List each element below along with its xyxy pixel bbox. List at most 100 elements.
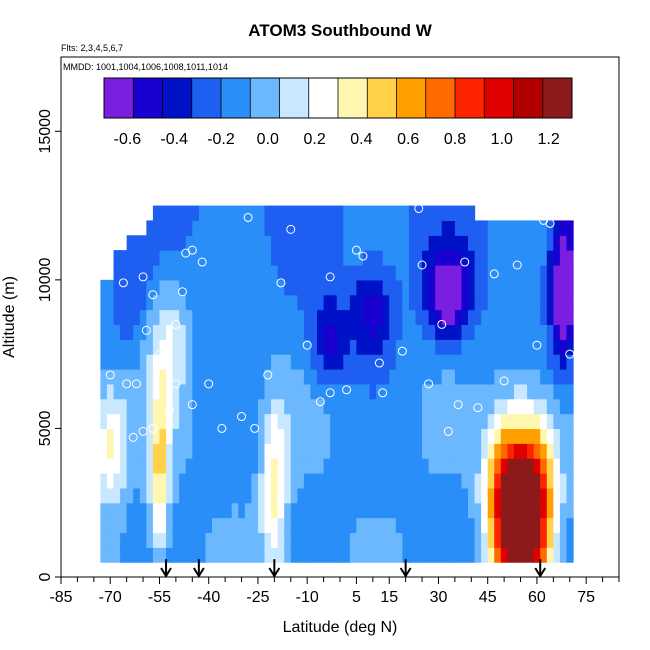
heatmap-cell: [566, 294, 574, 311]
heatmap-cell: [382, 369, 390, 385]
heatmap-cell: [257, 279, 266, 296]
heatmap-cell: [172, 458, 180, 474]
heatmap-cell: [540, 473, 548, 489]
heatmap-cell: [284, 487, 292, 504]
heatmap-cell: [271, 487, 279, 504]
heatmap-cell: [284, 354, 292, 370]
heatmap-cell: [297, 250, 305, 266]
heatmap-cell: [323, 547, 331, 563]
heatmap-cell: [303, 547, 312, 563]
heatmap-cell: [146, 279, 154, 296]
heatmap-cell: [369, 473, 377, 489]
heatmap-cell: [211, 339, 220, 355]
heatmap-cell: [415, 235, 423, 251]
heatmap-cell: [277, 235, 285, 251]
heatmap-cell: [264, 294, 272, 311]
heatmap-cell: [533, 473, 541, 489]
observation-point: [315, 397, 325, 407]
heatmap-cell: [317, 235, 325, 251]
colorbar-tick-label: 0.6: [397, 131, 419, 148]
heatmap-cell: [257, 487, 266, 504]
heatmap-cell: [231, 279, 239, 296]
heatmap-cell: [382, 220, 390, 236]
heatmap-cell: [422, 517, 430, 534]
heatmap-cell: [369, 547, 377, 563]
heatmap-cell: [100, 294, 108, 311]
heatmap-cell: [303, 294, 312, 311]
heatmap-cell: [100, 413, 108, 430]
heatmap-cell: [218, 294, 226, 311]
heatmap-cell: [356, 265, 364, 281]
heatmap-cell: [100, 532, 108, 548]
colorbar-segment: [104, 78, 134, 118]
heatmap-cell: [113, 339, 121, 355]
heatmap-cell: [113, 265, 121, 281]
heatmap-cell: [257, 235, 266, 251]
heatmap-cell: [559, 428, 568, 444]
heatmap-cell: [389, 339, 397, 355]
heatmap-cell: [448, 324, 456, 340]
heatmap-cell: [553, 458, 561, 474]
heatmap-cell: [284, 324, 292, 340]
heatmap-cell: [487, 354, 495, 370]
heatmap-cell: [330, 413, 338, 430]
colorbar-segment: [308, 78, 339, 118]
heatmap-cell: [356, 473, 364, 489]
heatmap-cell: [152, 428, 161, 444]
heatmap-cell: [461, 428, 469, 444]
heatmap-cell: [238, 309, 246, 326]
observation-point: [112, 563, 122, 573]
heatmap-cell: [284, 428, 292, 444]
y-tick-label: 15000: [37, 109, 54, 154]
heatmap-cell: [238, 220, 246, 236]
heatmap-cell: [500, 354, 508, 370]
heatmap-cell: [369, 517, 377, 534]
observation-point: [154, 349, 164, 359]
heatmap-cell: [185, 205, 193, 222]
heatmap-cell: [349, 398, 358, 415]
heatmap-cell: [126, 265, 134, 281]
heatmap-cell: [513, 235, 522, 251]
heatmap-cell: [441, 383, 449, 400]
heatmap-cell: [192, 250, 200, 266]
heatmap-cell: [356, 532, 364, 548]
heatmap-cell: [369, 383, 377, 400]
heatmap-cell: [310, 473, 318, 489]
heatmap-cell: [297, 339, 305, 355]
heatmap-cell: [166, 354, 174, 370]
heatmap-cell: [356, 383, 364, 400]
heatmap-cell: [553, 383, 561, 400]
heatmap-cell: [310, 398, 318, 415]
heatmap-cell: [139, 369, 147, 385]
heatmap-cell: [448, 413, 456, 430]
heatmap-cell: [507, 502, 515, 519]
heatmap-cell: [362, 279, 371, 296]
heatmap-cell: [507, 443, 515, 459]
heatmap-cell: [113, 324, 121, 340]
observation-point: [460, 257, 470, 267]
heatmap-cell: [192, 205, 200, 222]
heatmap-cell: [336, 369, 344, 385]
heatmap-cell: [257, 473, 266, 489]
heatmap-cell: [303, 265, 312, 281]
heatmap-cell: [343, 473, 351, 489]
heatmap-cell: [179, 250, 187, 266]
heatmap-cell: [415, 250, 423, 266]
heatmap-cell: [500, 547, 508, 563]
heatmap-cell: [540, 428, 548, 444]
heatmap-cell: [513, 265, 522, 281]
x-tick-label: 60: [528, 589, 546, 606]
x-tick-label: 5: [352, 589, 361, 606]
heatmap-cell: [566, 443, 574, 459]
flight-markers: [160, 559, 547, 578]
heatmap-cell: [448, 265, 456, 281]
heatmap-cell: [244, 369, 252, 385]
heatmap-cell: [179, 428, 187, 444]
heatmap-cell: [238, 250, 246, 266]
heatmap-cell: [454, 235, 463, 251]
observation-point: [450, 565, 460, 575]
heatmap-cell: [264, 398, 272, 415]
heatmap-cell: [553, 265, 561, 281]
heatmap-cell: [520, 294, 528, 311]
heatmap-cell: [231, 309, 239, 326]
